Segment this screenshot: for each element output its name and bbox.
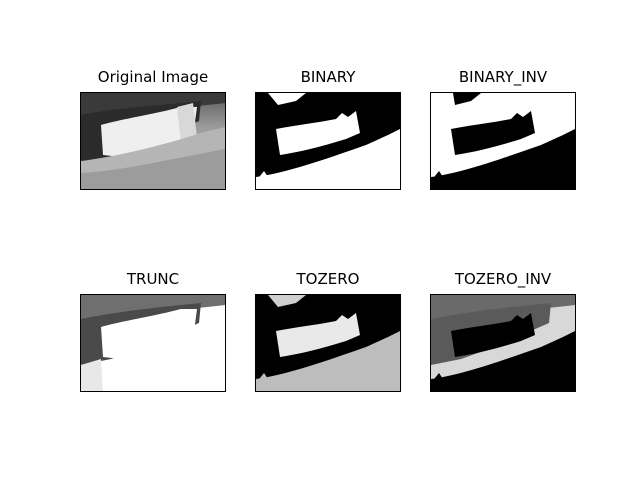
panel-title: TRUNC xyxy=(126,270,180,288)
image-original xyxy=(80,92,226,190)
image-binary xyxy=(255,92,401,190)
image-tozero xyxy=(255,294,401,392)
image-binary-inv xyxy=(430,92,576,190)
panel-title: BINARY_INV xyxy=(458,68,548,86)
image-tozero-inv xyxy=(430,294,576,392)
panel-title: BINARY xyxy=(300,68,356,86)
image-trunc xyxy=(80,294,226,392)
panel-title: TOZERO_INV xyxy=(454,270,552,288)
panel-title: Original Image xyxy=(97,68,209,86)
panel-title: TOZERO xyxy=(296,270,360,288)
